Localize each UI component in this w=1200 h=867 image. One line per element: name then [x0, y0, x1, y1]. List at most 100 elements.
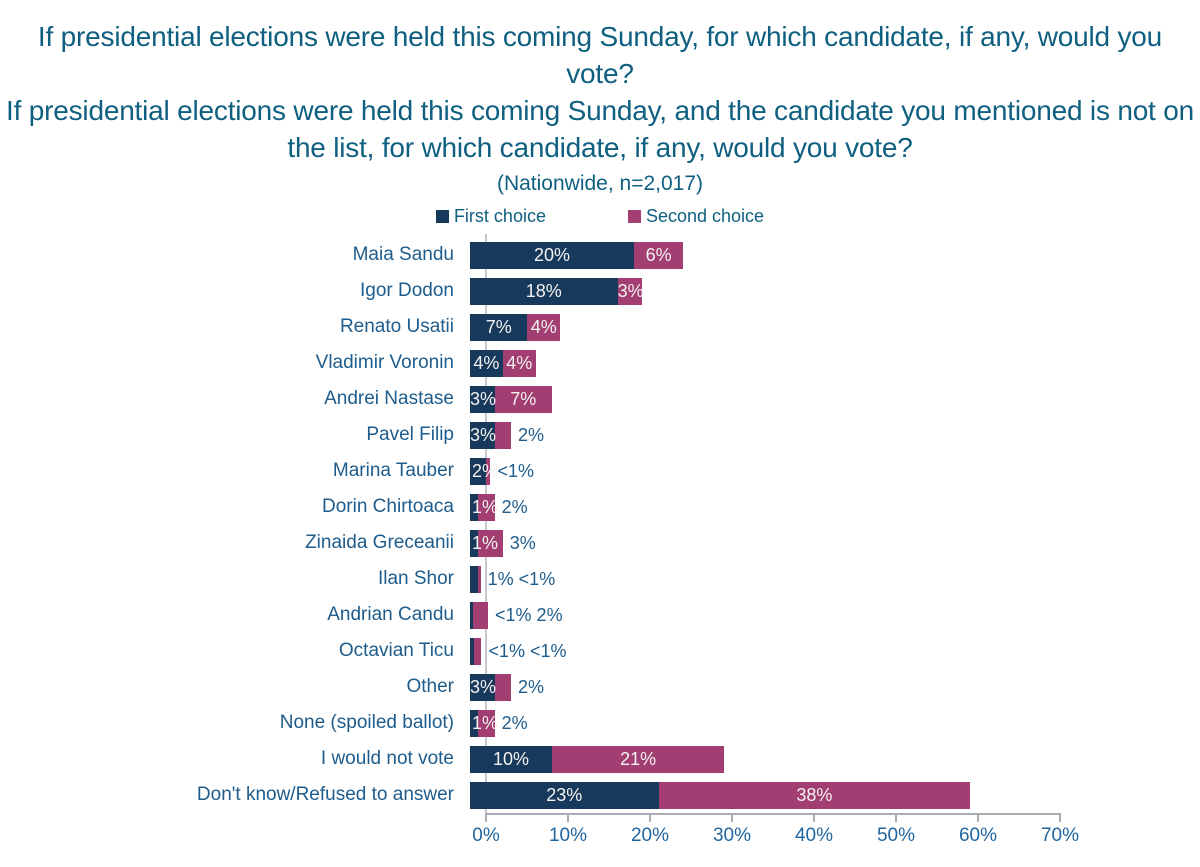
legend-label-second-choice: Second choice: [645, 206, 765, 226]
first-choice-value-label: 3%: [470, 388, 497, 409]
chart-row: Renato Usatii 7% 4%: [0, 309, 1200, 345]
chart-row: Don't know/Refused to answer 23% 38%: [0, 777, 1200, 813]
second-choice-bar: [474, 637, 482, 665]
outside-value-label: 2%: [518, 424, 545, 445]
second-choice-value-label: 4%: [506, 352, 533, 373]
bar-track: 3% 7%: [470, 385, 1200, 413]
second-choice-bar: [617, 277, 643, 305]
second-choice-bar: [478, 529, 503, 557]
bar-track: 4% 4%: [470, 349, 1200, 377]
bar-track: <1% 2%: [470, 601, 1200, 629]
axis-tick: [485, 815, 487, 822]
bar-track: 3% 2%: [470, 421, 1200, 449]
second-choice-bar: [634, 241, 684, 269]
outside-value-label: 2%: [518, 676, 545, 697]
first-choice-value-label: 1%: [472, 532, 499, 553]
first-choice-bar: [470, 529, 479, 557]
category-label: Renato Usatii: [339, 316, 454, 337]
second-choice-bar: [478, 565, 481, 593]
first-choice-value-label: 1%: [472, 496, 499, 517]
outside-value-label: 2%: [501, 712, 528, 733]
second-choice-value-label: 38%: [796, 784, 833, 805]
first-choice-bar: [470, 781, 659, 809]
first-choice-value-label: 3%: [470, 424, 497, 445]
first-choice-bar: [470, 313, 528, 341]
outside-value-label: 3%: [509, 532, 536, 553]
chart-row: Vladimir Voronin 4% 4%: [0, 345, 1200, 381]
axis-tick-label: 20%: [630, 825, 670, 846]
legend-item-first-choice: First choice: [435, 206, 546, 227]
legend-label-first-choice: First choice: [453, 206, 546, 226]
second-choice-bar: [494, 673, 511, 701]
bar-track: 7% 4%: [470, 313, 1200, 341]
first-choice-value-label: 20%: [533, 244, 571, 265]
category-label: Zinaida Greceanii: [305, 532, 454, 553]
axis-tick: [649, 815, 651, 822]
first-choice-bar: [470, 565, 479, 593]
first-choice-bar: [470, 421, 495, 449]
first-choice-bar: [470, 277, 618, 305]
first-choice-value-label: 10%: [492, 748, 530, 769]
first-choice-bar: [470, 241, 634, 269]
category-label: Maia Sandu: [352, 244, 454, 265]
category-label: I would not vote: [320, 748, 454, 769]
bar-chart: Maia Sandu 20% 6% Igor Dodon 18% 3% Rena…: [0, 234, 1200, 851]
second-choice-bar: [552, 745, 725, 773]
chart-subtitle: (Nationwide, n=2,017): [496, 172, 704, 195]
category-label: Octavian Ticu: [338, 640, 454, 661]
axis-tick: [977, 815, 979, 822]
first-choice-bar: [470, 493, 479, 521]
axis-tick-label: 0%: [472, 825, 500, 846]
first-choice-bar: [470, 385, 495, 413]
bar-track: 1% 2%: [470, 493, 1200, 521]
category-label: Other: [406, 676, 454, 697]
axis-tick-label: 70%: [1040, 825, 1080, 846]
axis-tick: [813, 815, 815, 822]
second-choice-bar: [494, 421, 511, 449]
bar-track: 1% 3%: [470, 529, 1200, 557]
first-choice-bar: [470, 637, 475, 665]
chart-row: Igor Dodon 18% 3%: [0, 273, 1200, 309]
chart-row: Pavel Filip 3% 2%: [0, 417, 1200, 453]
outside-value-label: 2%: [501, 496, 528, 517]
bar-track: 1% 2%: [470, 709, 1200, 737]
second-choice-value-label: 21%: [620, 748, 657, 769]
title-question-1: If presidential elections were held this…: [37, 21, 1163, 89]
first-choice-swatch-icon: [435, 210, 449, 223]
first-choice-value-label: 18%: [525, 280, 562, 301]
bar-track: 1% <1%: [470, 565, 1200, 593]
second-choice-bar: [502, 349, 536, 377]
category-label: Andrei Nastase: [324, 388, 454, 409]
axis-tick: [731, 815, 733, 822]
category-label: Pavel Filip: [366, 424, 454, 445]
category-label: Ilan Shor: [377, 568, 454, 589]
chart-title: If presidential elections were held this…: [0, 0, 1200, 166]
axis-tick: [895, 815, 897, 822]
category-label: None (spoiled ballot): [279, 712, 454, 733]
first-choice-bar: [470, 709, 479, 737]
outside-value-label: 1% <1%: [487, 568, 556, 589]
second-choice-bar: [494, 385, 552, 413]
first-choice-value-label: 1%: [472, 712, 499, 733]
bar-track: 20% 6%: [470, 241, 1200, 269]
chart-row: Zinaida Greceanii 1% 3%: [0, 525, 1200, 561]
title-question-2: If presidential elections were held this…: [6, 95, 1194, 163]
second-choice-bar: [473, 601, 489, 629]
category-label: Andrian Candu: [327, 604, 454, 625]
first-choice-bar: [470, 457, 487, 485]
first-choice-value-label: 3%: [470, 676, 497, 697]
category-label: Don't know/Refused to answer: [196, 784, 454, 805]
bar-track: 2% <1%: [470, 457, 1200, 485]
chart-row: Octavian Ticu <1% <1%: [0, 633, 1200, 669]
first-choice-value-label: 23%: [546, 784, 583, 805]
chart-row: Other 3% 2%: [0, 669, 1200, 705]
second-choice-bar: [478, 709, 495, 737]
category-label: Vladimir Voronin: [315, 352, 454, 373]
chart-row: Maia Sandu 20% 6%: [0, 237, 1200, 273]
first-choice-bar: [470, 745, 552, 773]
second-choice-value-label: 4%: [530, 316, 557, 337]
axis-tick: [567, 815, 569, 822]
chart-row: Andrian Candu <1% 2%: [0, 597, 1200, 633]
second-choice-value-label: 7%: [510, 388, 537, 409]
chart-rows: Maia Sandu 20% 6% Igor Dodon 18% 3% Rena…: [0, 237, 1200, 813]
